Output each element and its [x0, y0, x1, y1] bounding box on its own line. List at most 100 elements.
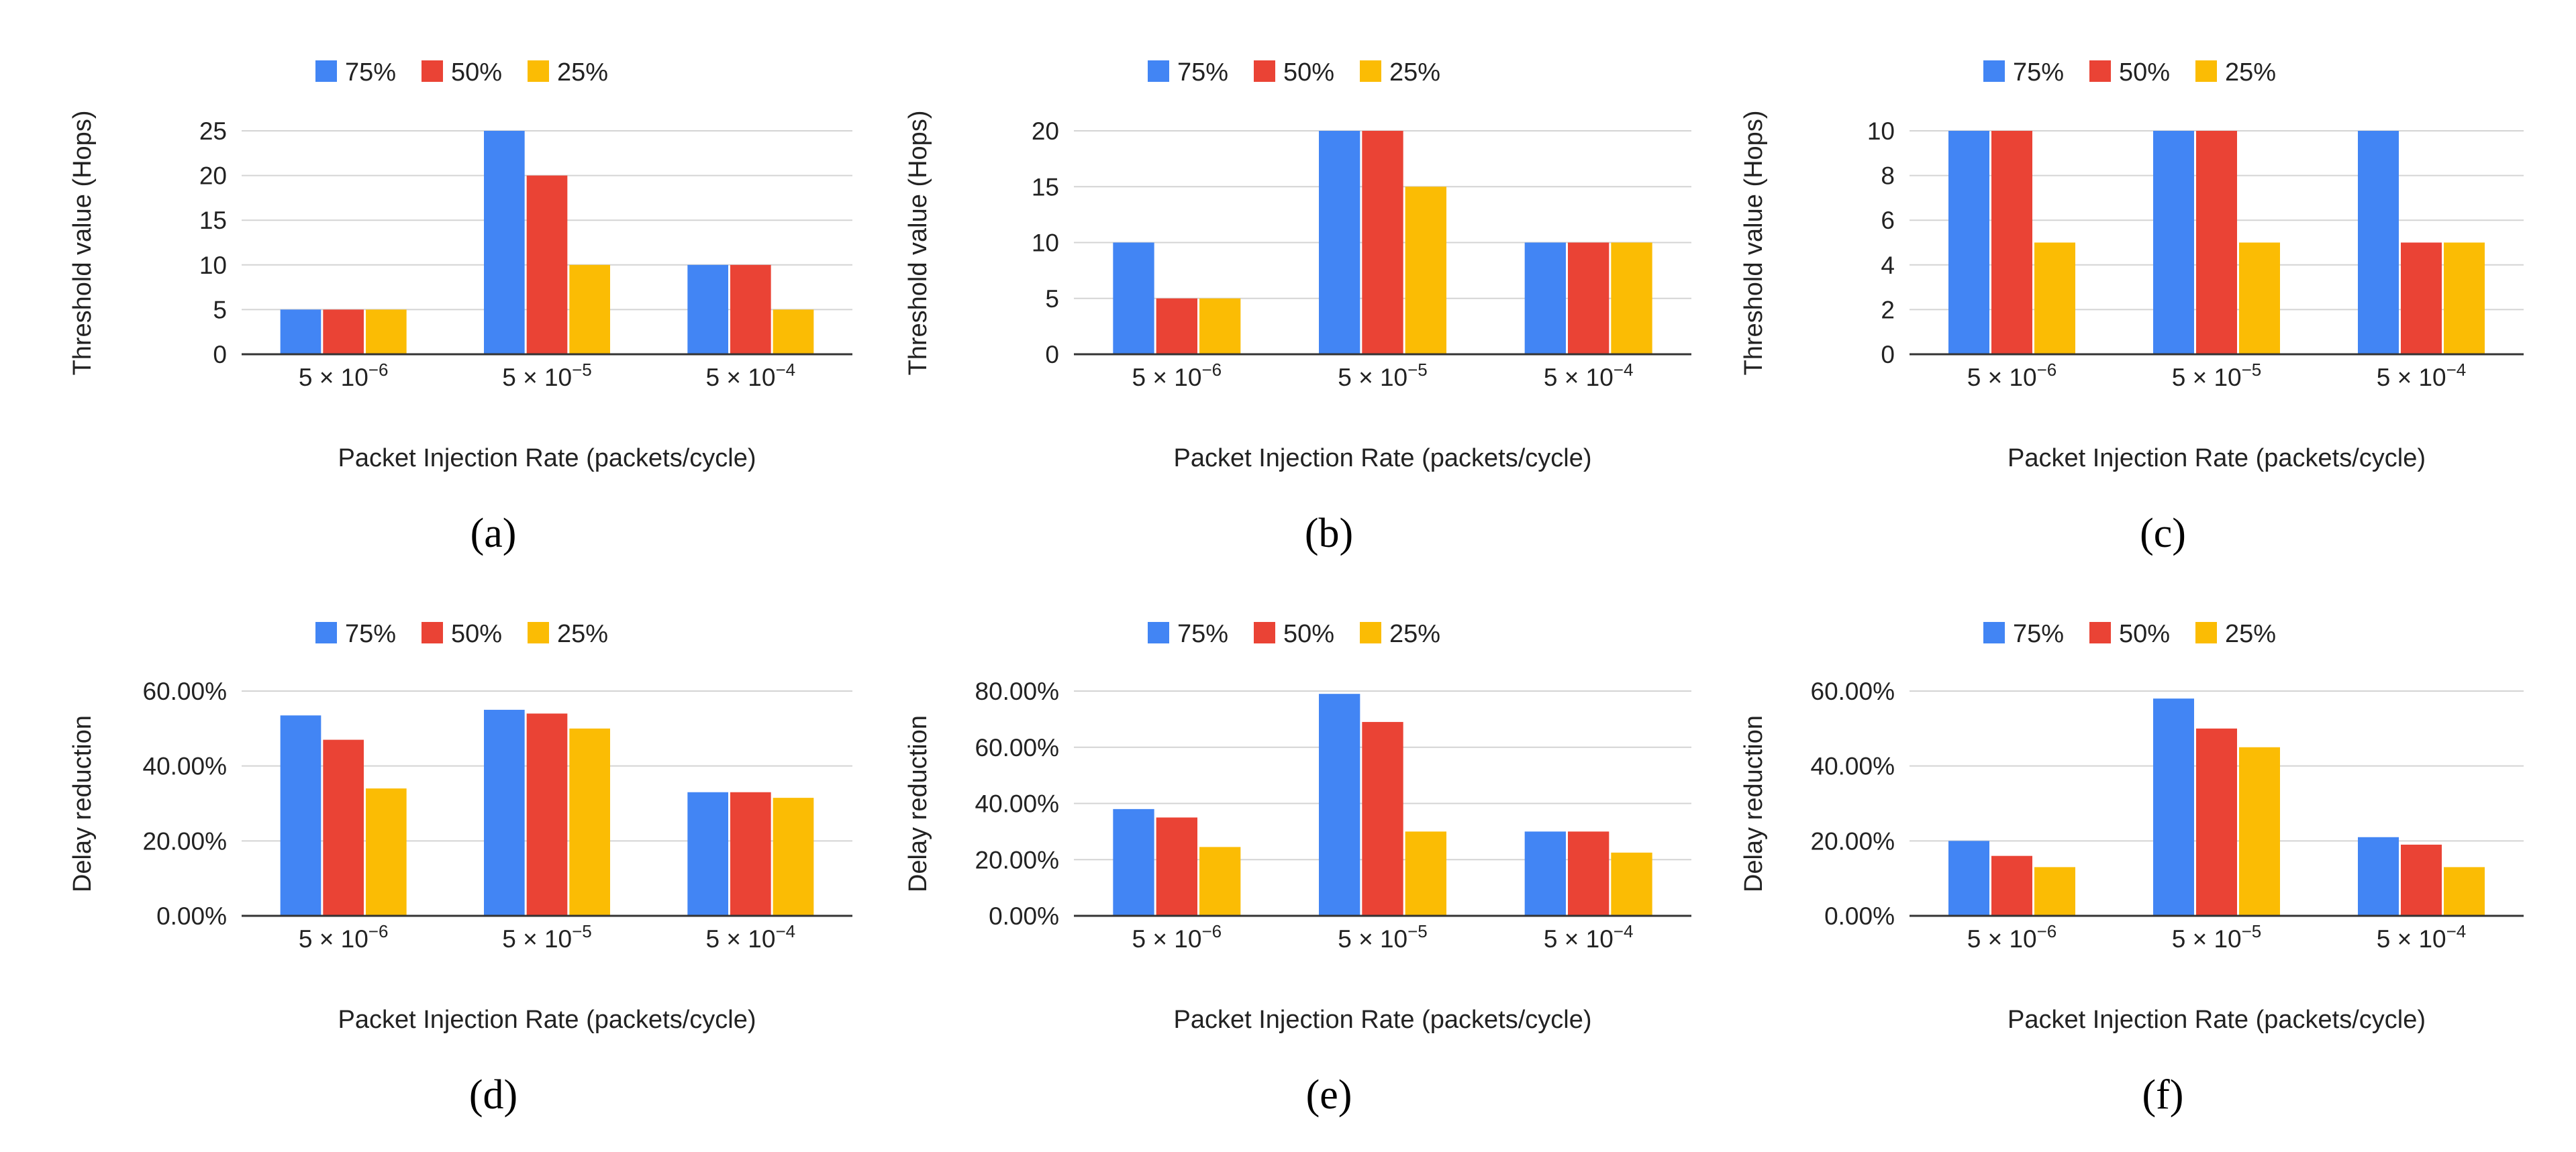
- x-tick-label: 5 × 10−6: [1132, 921, 1222, 953]
- legend-swatch-1: [1148, 60, 1169, 82]
- x-tick-exponent: −4: [775, 360, 795, 380]
- legend-swatch-1: [1983, 622, 2005, 643]
- bar-75pct-1: [1113, 242, 1154, 354]
- bar-25pct-1: [2034, 867, 2075, 916]
- bar-25pct-1: [2034, 242, 2075, 354]
- legend-swatch-1: [1983, 60, 2005, 82]
- y-tick-label: 10: [1867, 117, 1895, 145]
- x-tick-exponent: −5: [572, 360, 592, 380]
- bar-50pct-1: [1156, 298, 1197, 354]
- legend-swatch-3: [2195, 622, 2217, 643]
- y-axis-label: Threshold value (Hops): [68, 111, 97, 376]
- x-tick-base: 5 × 10: [706, 364, 776, 391]
- legend-swatch-2: [1254, 60, 1275, 82]
- legend-label-2: 50%: [1283, 620, 1334, 648]
- y-tick-label: 60.00%: [143, 678, 228, 705]
- y-tick-label: 0.00%: [989, 902, 1059, 930]
- y-tick-label: 4: [1881, 252, 1895, 279]
- legend-swatch-2: [2089, 60, 2111, 82]
- y-tick-label: 20: [199, 162, 227, 190]
- x-tick-label: 5 × 10−4: [1544, 360, 1634, 391]
- x-tick-exponent: −6: [1201, 360, 1222, 380]
- x-tick-base: 5 × 10: [1967, 925, 2037, 953]
- bar-75pct-2: [2153, 131, 2194, 354]
- bar-50pct-2: [1362, 131, 1403, 354]
- bar-75pct-3: [687, 264, 728, 354]
- bar-25pct-2: [1405, 187, 1446, 354]
- bar-25pct-3: [2444, 867, 2485, 916]
- x-tick-label: 5 × 10−4: [2377, 360, 2467, 391]
- y-tick-label: 40.00%: [1811, 753, 1895, 780]
- y-tick-label: 0: [213, 341, 227, 368]
- bar-25pct-1: [1199, 847, 1241, 916]
- bar-25pct-3: [773, 309, 814, 354]
- bar-75pct-2: [484, 709, 525, 916]
- legend-label-1: 75%: [2013, 58, 2064, 87]
- bar-50pct-3: [1568, 242, 1609, 354]
- bar-25pct-2: [1405, 831, 1446, 916]
- bar-25pct-1: [366, 788, 407, 916]
- y-axis-label: Delay reduction: [1740, 715, 1768, 892]
- panel-label: (f): [2142, 1072, 2184, 1118]
- y-axis-label: Threshold value (Hops): [1740, 111, 1768, 376]
- bar-50pct-3: [730, 792, 771, 916]
- bar-50pct-2: [2196, 131, 2237, 354]
- y-tick-label: 0: [1881, 341, 1895, 368]
- bar-75pct-1: [1948, 841, 1989, 916]
- legend-swatch-1: [315, 622, 337, 643]
- x-axis-label: Packet Injection Rate (packets/cycle): [2008, 1006, 2426, 1034]
- panel-label: (a): [470, 511, 517, 556]
- x-tick-label: 5 × 10−5: [2172, 360, 2262, 391]
- chart-panel-4: 0.00%20.00%40.00%60.00%5 × 10−6 5 × 10−5 5…: [68, 620, 852, 1118]
- bar-25pct-3: [1611, 242, 1652, 354]
- bar-50pct-3: [1568, 831, 1609, 916]
- x-axis-label: Packet Injection Rate (packets/cycle): [2008, 444, 2426, 472]
- bar-25pct-2: [2239, 747, 2280, 916]
- x-tick-base: 5 × 10: [2377, 364, 2446, 391]
- legend-swatch-3: [528, 60, 549, 82]
- x-tick-base: 5 × 10: [1132, 364, 1202, 391]
- legend-label-1: 75%: [1177, 58, 1228, 87]
- y-tick-label: 20: [1032, 117, 1059, 145]
- legend-swatch-3: [528, 622, 549, 643]
- legend-swatch-2: [422, 622, 443, 643]
- bar-25pct-2: [569, 728, 610, 916]
- bar-50pct-1: [1156, 817, 1197, 916]
- x-tick-exponent: −4: [2446, 360, 2467, 380]
- y-tick-label: 6: [1881, 207, 1895, 234]
- bar-75pct-3: [1524, 242, 1566, 354]
- x-tick-exponent: −6: [2037, 921, 2057, 941]
- y-tick-label: 2: [1881, 296, 1895, 323]
- bar-50pct-2: [526, 713, 568, 916]
- x-tick-label: 5 × 10−5: [502, 360, 592, 391]
- x-tick-base: 5 × 10: [1338, 364, 1407, 391]
- legend-label-3: 25%: [557, 620, 608, 648]
- x-tick-label: 5 × 10−6: [1967, 360, 2057, 391]
- bar-50pct-1: [1991, 131, 2032, 354]
- bar-50pct-2: [2196, 728, 2237, 916]
- bar-75pct-3: [2358, 837, 2399, 916]
- legend-label-2: 50%: [1283, 58, 1334, 87]
- bar-25pct-2: [569, 264, 610, 354]
- x-tick-exponent: −6: [368, 360, 389, 380]
- legend-label-3: 25%: [1389, 58, 1440, 87]
- x-tick-exponent: −6: [368, 921, 389, 941]
- panel-label: (e): [1306, 1072, 1352, 1118]
- bar-75pct-3: [2358, 131, 2399, 354]
- y-tick-label: 80.00%: [975, 678, 1060, 705]
- x-tick-base: 5 × 10: [502, 364, 572, 391]
- bar-50pct-2: [1362, 722, 1403, 916]
- y-tick-label: 0.00%: [156, 902, 227, 930]
- x-tick-base: 5 × 10: [2377, 925, 2446, 953]
- legend-swatch-1: [315, 60, 337, 82]
- x-tick-base: 5 × 10: [1544, 925, 1614, 953]
- legend-swatch-3: [1360, 60, 1381, 82]
- x-tick-base: 5 × 10: [1967, 364, 2037, 391]
- x-axis-label: Packet Injection Rate (packets/cycle): [1173, 444, 1591, 472]
- bar-25pct-1: [366, 309, 407, 354]
- x-axis-label: Packet Injection Rate (packets/cycle): [338, 1006, 756, 1034]
- legend-label-2: 50%: [2119, 620, 2170, 648]
